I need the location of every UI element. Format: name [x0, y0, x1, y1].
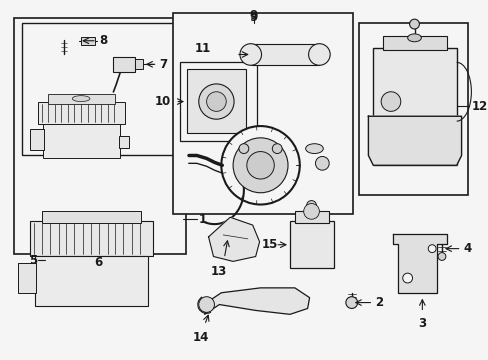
Bar: [113, 58, 135, 72]
Bar: [358, 23, 468, 195]
Bar: [81, 37, 95, 45]
Text: 15: 15: [261, 238, 278, 251]
Circle shape: [221, 126, 299, 204]
Circle shape: [233, 138, 287, 193]
Text: 5: 5: [29, 254, 37, 267]
Text: 7: 7: [159, 58, 167, 71]
Bar: [14, 18, 185, 253]
Circle shape: [206, 92, 226, 111]
Text: 9: 9: [249, 11, 257, 24]
Text: 12: 12: [470, 100, 487, 113]
Circle shape: [198, 297, 214, 312]
Bar: [180, 62, 256, 141]
Circle shape: [402, 273, 412, 283]
Circle shape: [380, 92, 400, 111]
Circle shape: [409, 19, 419, 29]
Circle shape: [303, 203, 319, 219]
Circle shape: [427, 245, 435, 253]
Bar: [42, 211, 141, 223]
Polygon shape: [208, 217, 259, 261]
Text: 9: 9: [249, 9, 257, 22]
Text: 6: 6: [95, 256, 102, 270]
Circle shape: [437, 253, 445, 260]
Text: 3: 3: [417, 317, 426, 330]
Text: 8: 8: [99, 34, 107, 47]
Polygon shape: [367, 116, 461, 165]
Polygon shape: [392, 234, 446, 293]
Text: 4: 4: [463, 242, 471, 255]
Text: 11: 11: [194, 42, 211, 55]
Ellipse shape: [308, 44, 329, 65]
Circle shape: [239, 144, 248, 153]
Circle shape: [246, 152, 274, 179]
Polygon shape: [204, 288, 309, 314]
Text: 14: 14: [192, 331, 208, 344]
Bar: [35, 256, 147, 306]
Bar: [43, 124, 120, 158]
Bar: [382, 36, 446, 50]
Bar: [135, 59, 142, 69]
Bar: [19, 264, 36, 293]
Text: 13: 13: [210, 265, 226, 278]
Ellipse shape: [240, 44, 261, 65]
Bar: [119, 136, 129, 148]
Circle shape: [198, 84, 234, 119]
Ellipse shape: [315, 157, 328, 170]
Bar: [173, 13, 352, 214]
Ellipse shape: [305, 144, 323, 153]
Circle shape: [306, 201, 316, 210]
Bar: [48, 94, 115, 104]
Ellipse shape: [72, 96, 90, 102]
Text: 10: 10: [155, 95, 171, 108]
Circle shape: [223, 128, 297, 203]
Text: 2: 2: [374, 296, 383, 309]
Ellipse shape: [407, 34, 421, 42]
Circle shape: [272, 144, 282, 153]
Bar: [250, 44, 319, 65]
Bar: [30, 129, 44, 150]
Bar: [22, 23, 177, 156]
Bar: [372, 48, 456, 165]
Bar: [38, 102, 125, 124]
Bar: [289, 221, 333, 268]
Bar: [30, 221, 152, 256]
Text: 1: 1: [198, 213, 206, 226]
Circle shape: [345, 297, 357, 309]
Bar: [294, 211, 328, 223]
Bar: [186, 69, 245, 133]
